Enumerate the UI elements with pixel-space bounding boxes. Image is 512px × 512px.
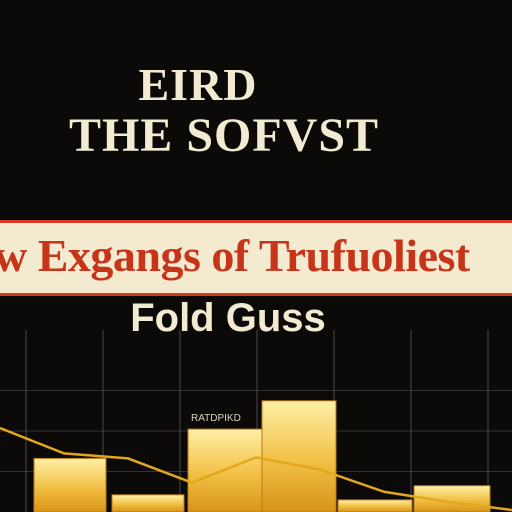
bar-1 (33, 457, 107, 512)
banner: w Exgangs of Trufuoliest (0, 220, 512, 296)
bar-2 (111, 494, 185, 512)
bar-5 (337, 499, 413, 512)
subtitle: Fold Guss (130, 296, 326, 340)
chart-labels: RATDPIKD (191, 413, 241, 424)
banner-text: w Exgangs of Trufuoliest (0, 230, 470, 281)
title-line-1: EIRD (138, 59, 258, 110)
bar-chart: RATDPIKD (0, 330, 512, 512)
trend-line (0, 426, 512, 512)
bar-4 (261, 400, 337, 512)
chart-bars (33, 400, 491, 512)
bar-annotation: RATDPIKD (191, 413, 241, 424)
title-line-2: THE SOFVST (68, 109, 380, 162)
